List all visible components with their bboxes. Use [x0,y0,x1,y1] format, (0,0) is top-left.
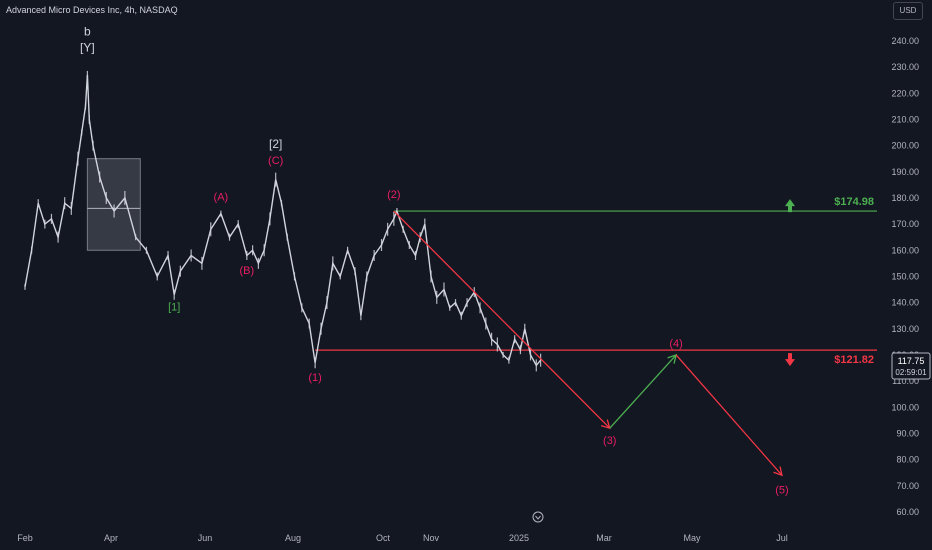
y-tick-label: 190.00 [891,167,919,177]
wave-label: (C) [268,155,283,167]
wave-labels-group: b[Y] [1] (A) (B) [2] (C) (1) (2) (3) (4) (5) [80,25,789,497]
x-tick-label: Oct [376,533,391,543]
y-tick-label: 200.00 [891,141,919,151]
chart-title: Advanced Micro Devices Inc, 4h, NASDAQ [6,5,178,15]
projection-wave-5-arrowhead [773,466,783,477]
y-axis: 240.00 230.00 220.00 210.00 200.00 190.00 180.… [891,36,919,517]
bar-countdown: 02:59:01 [895,368,927,377]
scroll-to-realtime-button[interactable] [532,511,544,523]
wave-label: [Y] [80,40,95,54]
y-tick-label: 170.00 [891,219,919,229]
wave-label: (A) [214,192,229,204]
y-tick-label: 230.00 [891,62,919,72]
x-tick-label: Nov [423,533,440,543]
wave-label: (4) [669,338,682,350]
y-tick-label: 60.00 [896,507,919,517]
y-tick-label: 160.00 [891,245,919,255]
wave-label: (3) [603,435,616,447]
x-tick-label: Jun [198,533,213,543]
y-tick-label: 90.00 [896,428,919,438]
y-tick-label: 140.00 [891,298,919,308]
wave-label: (1) [308,372,321,384]
chevron-down-icon [535,515,541,520]
current-price-value: 117.75 [898,356,925,366]
y-tick-label: 210.00 [891,114,919,124]
y-tick-label: 110.00 [892,376,919,386]
wave-label: (2) [387,189,400,201]
x-axis: Feb Apr Jun Aug Oct Nov 2025 Mar May Jul [17,511,788,543]
wave-projection-group [393,210,783,477]
x-tick-label: Feb [17,533,33,543]
consolidation-box-group [86,158,141,251]
x-tick-label: Apr [104,533,118,543]
current-price-badge-group: 117.75 02:59:01 [891,352,931,380]
x-tick-label: Aug [285,533,301,543]
x-tick-label: Jul [776,533,788,543]
y-tick-label: 220.00 [891,88,919,98]
wave-label: b [84,25,91,39]
current-price-badge [891,352,931,380]
y-tick-label: 180.00 [891,193,919,203]
x-tick-label: 2025 [509,533,529,543]
wave-label: (B) [240,265,255,277]
y-tick-label: 80.00 [896,455,919,465]
arrow-up-icon [785,199,795,213]
target-level-down-label: $121.82 [834,354,874,366]
y-tick-label: 150.00 [891,271,919,281]
y-tick-label: 100.00 [891,402,919,412]
projection-wave-5 [675,354,783,476]
projection-wave-4 [609,354,677,429]
y-tick-label: 130.00 [891,324,919,334]
target-levels-group: $174.98 $121.82 [315,196,877,367]
consolidation-box [86,158,141,251]
y-tick-label: 240.00 [891,36,919,46]
price-line [24,74,542,367]
wave-label: [1] [168,301,180,313]
target-level-up-label: $174.98 [834,196,874,208]
arrow-down-icon [785,353,795,367]
projection-wave-3 [393,210,611,429]
x-tick-label: May [683,533,701,543]
price-series-group [24,70,542,372]
wave-label: [2] [269,137,282,151]
x-tick-label: Mar [596,533,612,543]
currency-selector[interactable]: USD [893,2,923,20]
y-tick-label: 70.00 [896,481,919,491]
wave-label: (5) [775,485,788,497]
